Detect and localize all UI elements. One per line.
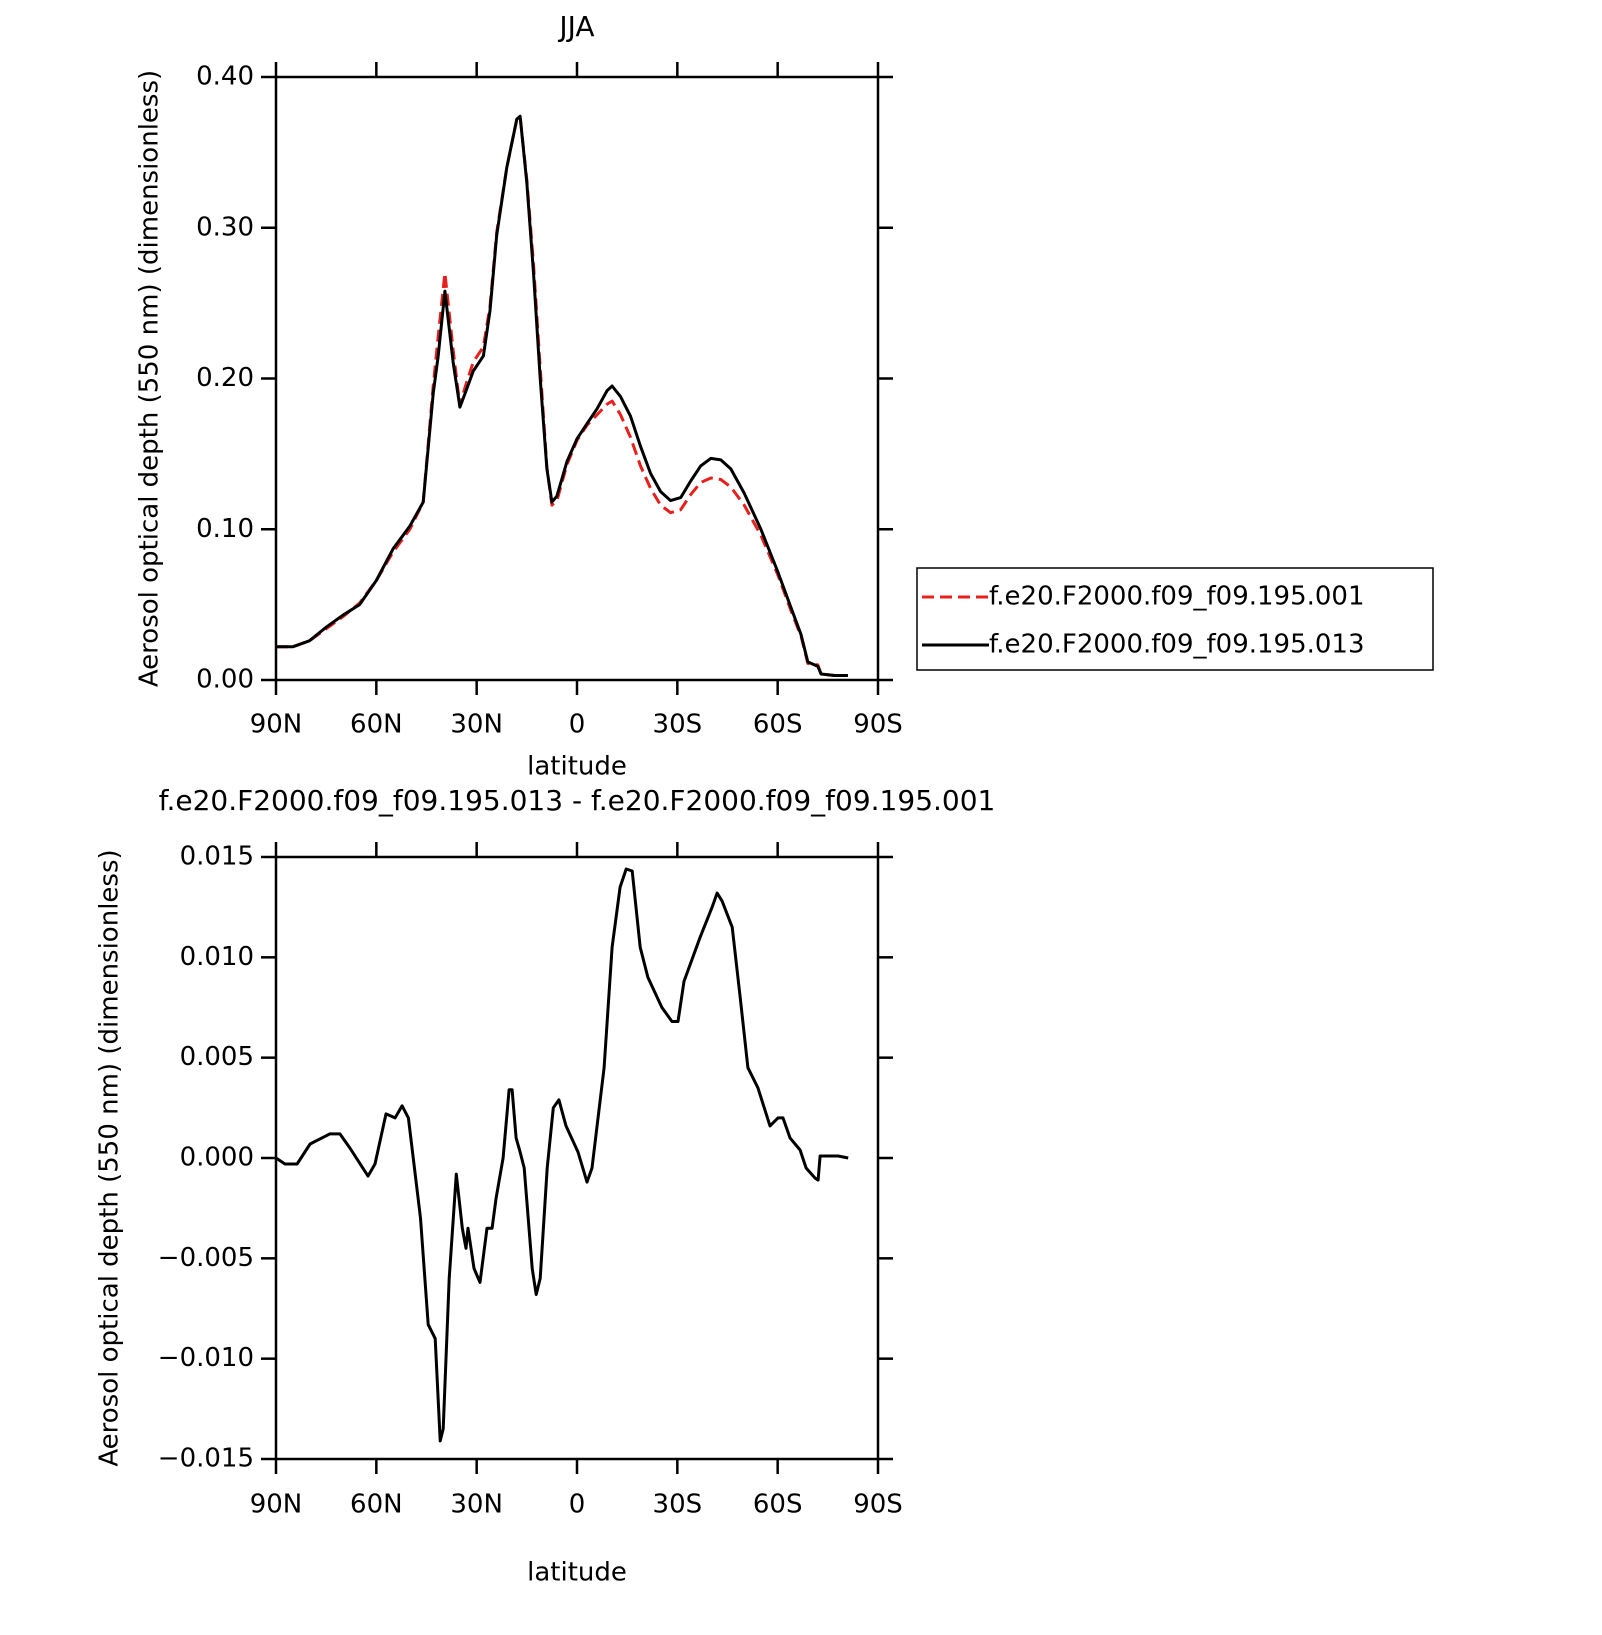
x-tick-label: 90N: [250, 710, 303, 740]
x-tick-label: 0: [569, 710, 586, 740]
legend-label: f.e20.F2000.f09_f09.195.001: [989, 582, 1365, 612]
y-tick-label: 0.30: [196, 212, 254, 242]
chart-title: f.e20.F2000.f09_f09.195.013 - f.e20.F200…: [159, 784, 996, 817]
y-tick-label: 0.00: [196, 665, 254, 695]
x-axis-label: latitude: [527, 1558, 627, 1588]
plot-frame: [274, 855, 880, 1461]
x-tick-label: 30S: [653, 710, 703, 740]
y-tick-label: 0.10: [196, 514, 254, 544]
x-tick-label: 90S: [853, 1490, 903, 1520]
x-tick-label: 60S: [753, 1490, 803, 1520]
y-tick-label: −0.005: [158, 1243, 254, 1273]
chart-title: JJA: [557, 10, 594, 43]
x-tick-label: 30N: [450, 710, 503, 740]
y-axis-label: Aerosol optical depth (550 nm) (dimensio…: [135, 70, 165, 687]
legend-box: [916, 567, 1434, 671]
y-tick-label: −0.015: [158, 1444, 254, 1474]
legend-label: f.e20.F2000.f09_f09.195.013: [989, 630, 1365, 660]
y-tick-label: 0.015: [180, 842, 254, 872]
y-tick-label: 0.005: [180, 1042, 254, 1072]
x-tick-label: 30N: [450, 1490, 503, 1520]
x-tick-label: 60N: [350, 710, 403, 740]
x-tick-label: 60S: [753, 710, 803, 740]
y-tick-label: 0.000: [180, 1143, 254, 1173]
x-tick-label: 30S: [653, 1490, 703, 1520]
x-tick-label: 0: [569, 1490, 586, 1520]
y-tick-label: −0.010: [158, 1343, 254, 1373]
plot-frame: [274, 75, 880, 682]
x-axis-label: latitude: [527, 752, 627, 782]
y-tick-label: 0.20: [196, 363, 254, 393]
series-line: [275, 867, 849, 1443]
y-tick-label: 0.40: [196, 62, 254, 92]
y-axis-label: Aerosol optical depth (550 nm) (dimensio…: [95, 849, 125, 1466]
series-line: [276, 114, 848, 677]
x-tick-label: 60N: [350, 1490, 403, 1520]
x-tick-label: 90S: [853, 710, 903, 740]
y-tick-label: 0.010: [180, 942, 254, 972]
series-line: [276, 114, 848, 677]
x-tick-label: 90N: [250, 1490, 303, 1520]
